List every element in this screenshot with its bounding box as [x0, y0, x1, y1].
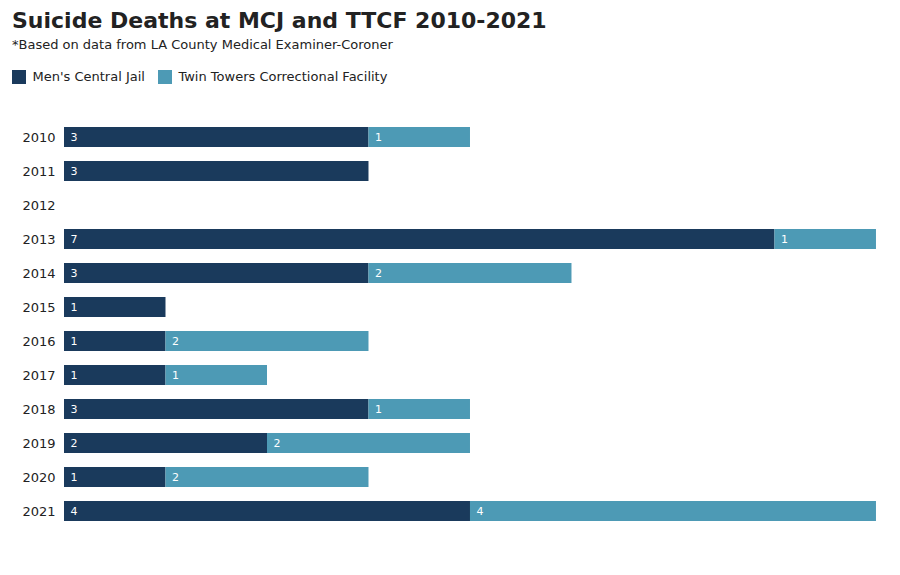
svg-text:2015: 2015 [22, 299, 55, 314]
svg-text:2012: 2012 [22, 197, 55, 212]
svg-text:2017: 2017 [22, 367, 55, 382]
svg-text:2: 2 [172, 335, 179, 348]
svg-text:2: 2 [71, 437, 78, 450]
svg-text:1: 1 [71, 369, 78, 382]
svg-text:2018: 2018 [22, 401, 55, 416]
svg-text:3: 3 [71, 403, 78, 416]
svg-text:3: 3 [71, 267, 78, 280]
svg-text:2019: 2019 [22, 435, 55, 450]
svg-text:2016: 2016 [22, 333, 55, 348]
svg-text:2013: 2013 [22, 231, 55, 246]
html-text:Men's Central Jail: Men's Central Jail [32, 69, 145, 84]
html-text:Twin Towers Correctional Facil: Twin Towers Correctional Facility [178, 69, 388, 84]
svg-text:1: 1 [71, 335, 78, 348]
svg-text:2020: 2020 [22, 469, 55, 484]
svg-text:3: 3 [71, 131, 78, 144]
html-text:*Based on data from LA County: *Based on data from LA County Medical Ex… [12, 37, 393, 52]
svg-text:1: 1 [375, 403, 382, 416]
svg-text:3: 3 [71, 165, 78, 178]
svg-text:2014: 2014 [22, 265, 55, 280]
svg-text:4: 4 [476, 505, 483, 518]
svg-text:1: 1 [172, 369, 179, 382]
svg-text:2: 2 [172, 471, 179, 484]
svg-text:2021: 2021 [22, 503, 55, 518]
svg-text:2010: 2010 [22, 129, 55, 144]
svg-text:7: 7 [71, 233, 78, 246]
svg-text:1: 1 [71, 471, 78, 484]
svg-text:1: 1 [71, 301, 78, 314]
svg-text:2: 2 [273, 437, 280, 450]
html-text:Suicide Deaths at MCJ and TTCF: Suicide Deaths at MCJ and TTCF 2010-2021 [12, 8, 547, 33]
svg-text:2: 2 [375, 267, 382, 280]
svg-text:2011: 2011 [22, 163, 55, 178]
svg-text:4: 4 [71, 505, 78, 518]
svg-text:1: 1 [781, 233, 788, 246]
svg-text:1: 1 [375, 131, 382, 144]
